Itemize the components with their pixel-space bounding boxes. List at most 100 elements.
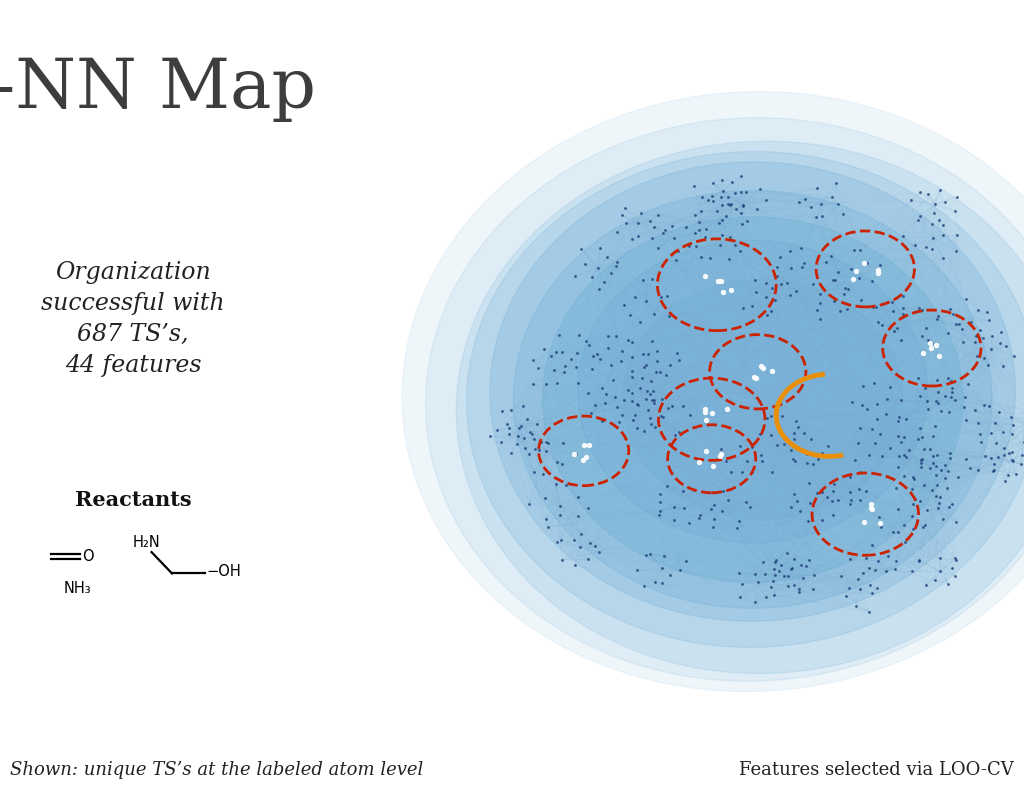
Point (516, 431, 532, 444)
Point (909, 432, 926, 445)
Point (947, 318, 964, 331)
Point (950, 318, 967, 331)
Point (898, 450, 914, 463)
Point (905, 471, 922, 483)
Point (608, 330, 625, 343)
Text: Organization
successful with
687 TS’s,
44 features: Organization successful with 687 TS’s, 4… (41, 261, 225, 377)
Point (763, 305, 779, 317)
Point (785, 427, 802, 440)
Point (887, 563, 903, 576)
Point (543, 350, 559, 362)
Point (891, 411, 907, 424)
Point (839, 303, 855, 316)
Point (885, 525, 901, 538)
Point (878, 407, 894, 420)
Point (932, 491, 948, 504)
Point (509, 437, 525, 450)
Point (503, 447, 519, 460)
Point (1018, 403, 1024, 416)
Point (657, 369, 674, 381)
Point (731, 566, 748, 579)
Point (705, 520, 721, 533)
Point (916, 382, 933, 395)
Point (731, 440, 748, 452)
Point (944, 382, 961, 395)
Point (723, 465, 739, 478)
Point (861, 562, 878, 574)
Point (654, 411, 671, 424)
Point (870, 263, 887, 276)
Point (872, 520, 889, 533)
Point (686, 180, 702, 192)
Point (580, 387, 596, 399)
Point (852, 422, 868, 434)
Point (785, 487, 802, 500)
Point (668, 253, 684, 266)
Point (722, 198, 738, 210)
Point (759, 308, 775, 321)
Point (948, 554, 965, 566)
Point (638, 359, 654, 372)
Point (705, 460, 721, 472)
Point (609, 225, 626, 238)
Point (694, 191, 711, 203)
Point (1015, 448, 1024, 461)
Point (781, 289, 798, 301)
Point (867, 437, 884, 449)
Point (972, 428, 988, 441)
Point (676, 502, 692, 515)
Point (929, 479, 945, 491)
Point (888, 554, 904, 567)
Point (896, 449, 912, 462)
Point (812, 287, 828, 300)
Point (703, 189, 720, 202)
Point (890, 502, 906, 515)
Point (850, 436, 866, 448)
Point (940, 577, 956, 590)
Point (720, 191, 736, 203)
Point (785, 433, 802, 445)
Point (664, 399, 680, 412)
Point (772, 424, 788, 437)
Point (636, 361, 652, 373)
Point (577, 258, 593, 271)
Point (570, 329, 587, 342)
Point (940, 465, 956, 478)
Point (972, 324, 988, 336)
Point (1004, 454, 1020, 467)
Point (739, 455, 756, 467)
Point (728, 202, 744, 215)
Text: Shown: unique TS’s at the labeled atom level: Shown: unique TS’s at the labeled atom l… (10, 761, 424, 779)
Point (622, 308, 638, 321)
Point (617, 202, 634, 214)
Point (712, 239, 728, 252)
Point (656, 550, 673, 562)
Point (979, 305, 995, 318)
Point (584, 363, 600, 376)
Point (873, 450, 890, 463)
Point (930, 386, 946, 399)
Point (862, 579, 879, 592)
Point (714, 214, 730, 226)
Text: Reactants: Reactants (75, 490, 191, 510)
Point (525, 354, 542, 366)
Point (910, 372, 927, 384)
Point (982, 426, 998, 439)
Point (690, 456, 707, 469)
Point (814, 513, 830, 526)
Point (864, 503, 881, 516)
Point (893, 436, 909, 448)
Point (766, 569, 782, 581)
Point (759, 412, 775, 425)
Point (615, 394, 632, 407)
Point (867, 564, 884, 577)
Point (937, 459, 953, 471)
Point (706, 513, 722, 526)
Point (845, 273, 861, 286)
Point (922, 337, 938, 350)
Point (733, 466, 750, 479)
Point (668, 429, 684, 441)
Point (942, 452, 958, 465)
Point (620, 384, 636, 397)
Point (780, 570, 797, 582)
